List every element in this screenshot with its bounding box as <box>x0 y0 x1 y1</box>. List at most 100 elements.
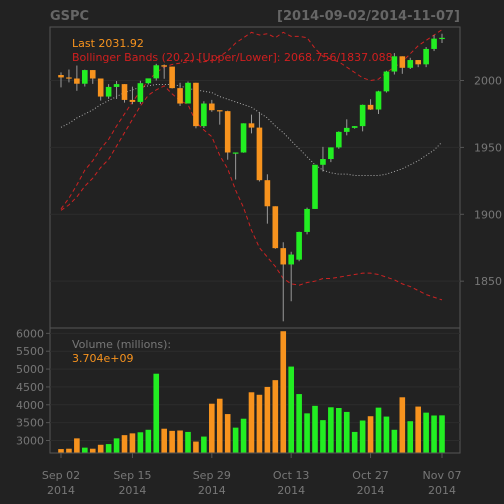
volume-panel: 3000 3500 4000 4500 5000 5500 6000 Volume (mil… <box>16 327 461 454</box>
volume-bar <box>272 380 279 453</box>
x-tick-year-label: 2014 <box>428 484 456 497</box>
volume-bar <box>256 394 263 453</box>
x-tick-date-label: Oct 13 <box>273 469 310 482</box>
candle-body <box>431 38 437 49</box>
candle-body <box>89 70 96 79</box>
candle-body <box>224 111 231 153</box>
x-tick-date-label: Sep 02 <box>42 469 80 482</box>
candle-body <box>105 86 112 97</box>
candle-body <box>137 83 144 102</box>
candle-body <box>423 48 429 65</box>
volume-bar <box>240 418 247 453</box>
volume-tick-label: 3000 <box>16 435 44 448</box>
volume-tick-label: 3500 <box>16 417 44 430</box>
volume-bar <box>177 430 183 453</box>
price-panel: 1850 1900 1950 2000 Last 2031.92 Bollinger … <box>49 26 502 329</box>
volume-bar <box>137 432 144 453</box>
volume-bar <box>169 430 175 453</box>
candle-body <box>145 78 152 84</box>
candle-body <box>383 71 390 92</box>
volume-bar <box>304 413 310 453</box>
candle-body <box>121 84 128 100</box>
candle-body <box>113 84 120 87</box>
x-tick-date-label: Sep 15 <box>113 469 151 482</box>
volume-bar <box>391 429 398 453</box>
x-tick-date-label: Sep 29 <box>193 469 231 482</box>
candle-body <box>343 127 350 132</box>
candle-body <box>193 82 199 127</box>
volume-bar <box>415 406 421 453</box>
candle-body <box>351 126 358 128</box>
volume-bar <box>66 448 72 453</box>
volume-y-axis: 3000 3500 4000 4500 5000 5500 6000 <box>16 327 50 448</box>
volume-tick-label: 5000 <box>16 363 44 376</box>
candle-body <box>201 103 207 127</box>
x-tick-year-label: 2014 <box>198 484 226 497</box>
candle-body <box>312 164 318 209</box>
price-y-axis: 1850 1900 1950 2000 <box>460 75 502 288</box>
price-grid <box>50 80 460 282</box>
volume-bar <box>312 405 318 453</box>
candle-body <box>367 104 374 110</box>
volume-bar <box>280 331 287 453</box>
volume-bar <box>343 411 350 453</box>
volume-bar <box>328 407 334 453</box>
candle-body <box>336 131 342 148</box>
volume-bar <box>185 431 191 453</box>
volume-bar <box>145 429 152 453</box>
volume-bar <box>105 444 112 453</box>
volume-bar <box>288 366 294 453</box>
symbol-title: GSPC <box>50 9 89 24</box>
volume-bar <box>296 394 302 453</box>
x-tick-year-label: 2014 <box>47 484 75 497</box>
candle-body <box>296 231 302 260</box>
legend-volume-value: 3.704e+09 <box>72 352 133 365</box>
candle-body <box>240 123 247 153</box>
volume-bar <box>224 414 231 453</box>
candle-body <box>407 60 414 68</box>
volume-bar <box>153 373 160 453</box>
volume-tick-label: 4000 <box>16 399 44 412</box>
x-tick-year-label: 2014 <box>118 484 146 497</box>
volume-tick-label: 4500 <box>16 381 44 394</box>
candle-body <box>169 66 175 89</box>
candle-body <box>82 70 88 84</box>
volume-bar <box>439 415 445 453</box>
candle-body <box>415 60 421 65</box>
candle-body <box>399 56 406 68</box>
volume-bar <box>89 448 96 453</box>
legend-volume-label: Volume (millions): <box>72 338 171 351</box>
volume-bar <box>161 428 167 453</box>
candle-body <box>304 208 310 232</box>
bollinger-bands <box>60 29 443 301</box>
volume-bar <box>201 436 207 453</box>
candle-body <box>288 254 294 265</box>
x-tick-date-label: Oct 27 <box>352 469 389 482</box>
volume-bar <box>351 431 358 453</box>
candle-body <box>328 147 334 160</box>
candle-body <box>97 78 104 97</box>
candle-body <box>185 82 191 104</box>
candle-body <box>248 123 255 128</box>
volume-tick-label: 5500 <box>16 345 44 358</box>
volume-bar <box>375 407 382 453</box>
legend-last-price: Last 2031.92 <box>72 37 144 50</box>
candle-body <box>320 159 326 165</box>
candle-body <box>66 77 72 79</box>
x-tick-date-label: Nov 07 <box>423 469 462 482</box>
volume-bar <box>193 441 199 453</box>
volume-bar <box>113 438 120 453</box>
candle-body <box>129 99 136 102</box>
volume-bars <box>58 331 445 453</box>
candle-body <box>391 56 398 72</box>
candle-body <box>280 248 287 265</box>
volume-bar <box>216 398 223 453</box>
x-tick-year-label: 2014 <box>357 484 385 497</box>
x-tick-year-label: 2014 <box>277 484 305 497</box>
volume-tick-label: 6000 <box>16 327 44 340</box>
volume-bar <box>82 447 88 453</box>
candle-body <box>216 110 223 112</box>
volume-bar <box>383 416 390 453</box>
volume-bar <box>320 420 326 453</box>
